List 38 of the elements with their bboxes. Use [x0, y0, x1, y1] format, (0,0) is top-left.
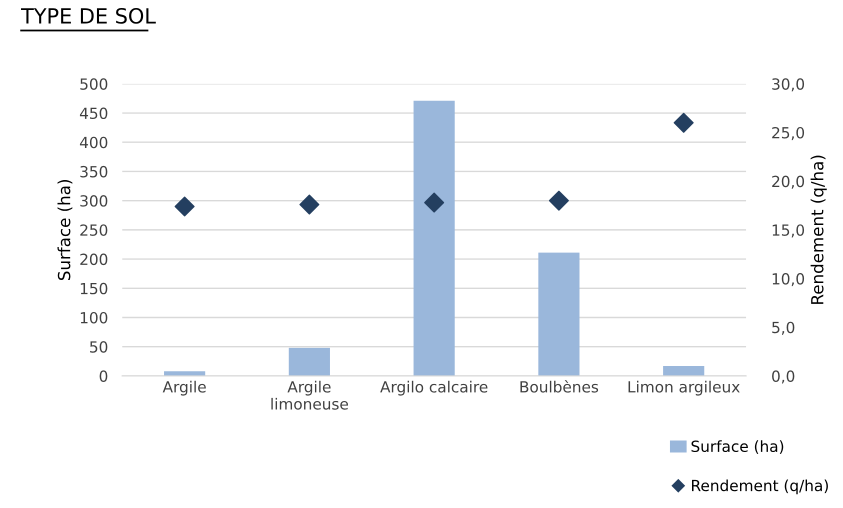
- y-tick-label: 250: [80, 224, 108, 236]
- point: [674, 112, 694, 133]
- point: [299, 194, 320, 215]
- y-tick-label: 500: [80, 78, 108, 90]
- x-tick-label: Limon argileux: [628, 380, 740, 396]
- y-tick-label: 0: [100, 370, 108, 382]
- y-tick-label: 400: [80, 136, 108, 148]
- legend-label: Rendement (q/ha): [692, 479, 828, 494]
- bar: [663, 366, 704, 376]
- y-axis-title: Surface (ha): [58, 180, 72, 280]
- y2-tick-label: 0,0: [772, 370, 794, 384]
- bar: [164, 371, 206, 376]
- y-tick-label: 100: [80, 312, 108, 324]
- point: [548, 190, 569, 211]
- y2-tick-label: 10,0: [772, 273, 804, 286]
- legend-label: Surface (ha): [692, 440, 784, 454]
- y-tick-label: 300: [80, 195, 108, 207]
- bar: [538, 252, 580, 376]
- x-tick-label: Boulbènes: [520, 380, 598, 393]
- y-tick-label: 350: [80, 166, 108, 178]
- y-tick-label: 150: [80, 282, 108, 294]
- y2-tick-label: 15,0: [772, 224, 804, 238]
- point: [174, 196, 195, 217]
- x-tick-label: Argile limoneuse: [271, 380, 348, 410]
- y2-tick-label: 30,0: [772, 78, 804, 92]
- x-tick-label: Argilo calcaire: [380, 380, 488, 396]
- chart-title: TYPE DE SOL: [21, 8, 156, 24]
- y2-axis-title: Rendement (q/ha): [810, 156, 827, 304]
- x-tick-label: Argile: [162, 380, 206, 396]
- y2-tick-label: 20,0: [772, 176, 804, 189]
- bar: [288, 348, 330, 376]
- y2-tick-label: 5,0: [772, 322, 794, 335]
- y2-tick-label: 25,0: [772, 126, 804, 140]
- point: [424, 192, 444, 213]
- y-tick-label: 200: [80, 254, 108, 266]
- bar: [414, 100, 455, 376]
- y-tick-label: 50: [90, 341, 108, 353]
- y-tick-label: 450: [80, 107, 108, 120]
